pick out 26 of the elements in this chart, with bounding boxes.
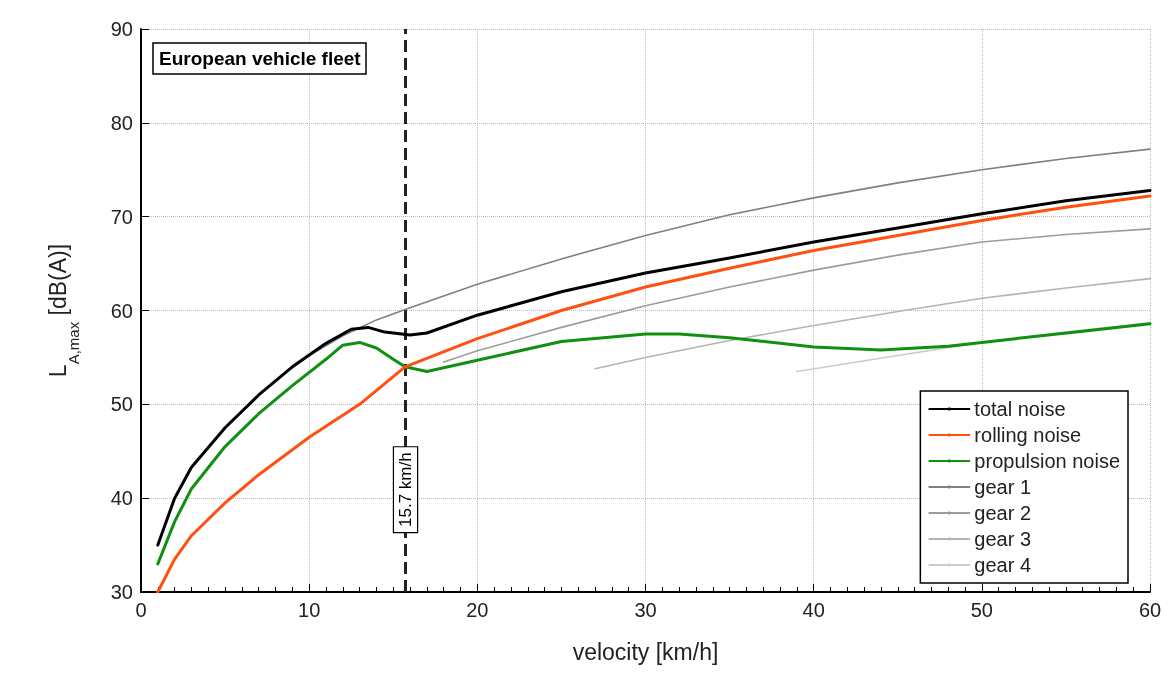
x-axis-title: velocity [km/h] [572,638,719,665]
x-tick-label: 0 [135,599,147,621]
y-tick-label: 30 [110,581,133,603]
x-tick-label: 40 [802,599,825,621]
y-axis-title: LA,max [dB(A)] [44,243,82,378]
legend-label: total noise [974,398,1066,420]
x-tick-label: 30 [634,599,657,621]
y-tick-label: 70 [110,205,133,228]
annotation: European vehicle fleet [159,48,362,69]
x-tick-label: 20 [466,599,489,621]
ref-line-label: 15.7 km/h [396,452,416,527]
x-tick-label: 50 [970,599,993,621]
y-tick-label: 50 [110,393,133,416]
legend-label: propulsion noise [974,450,1120,472]
y-tick-label: 40 [110,487,133,510]
legend-label: gear 2 [974,502,1032,524]
y-tick-label: 80 [110,111,133,134]
legend-label: gear 1 [974,476,1032,498]
line-series [442,228,1151,363]
legend-label: gear 3 [974,528,1032,550]
y-tick-label: 90 [110,18,133,40]
y-tick-label: 60 [110,299,133,322]
x-tick-label: 10 [298,599,321,621]
x-tick-label: 60 [1138,599,1162,621]
legend-label: gear 4 [974,554,1032,576]
legend-label: rolling noise [974,424,1082,446]
